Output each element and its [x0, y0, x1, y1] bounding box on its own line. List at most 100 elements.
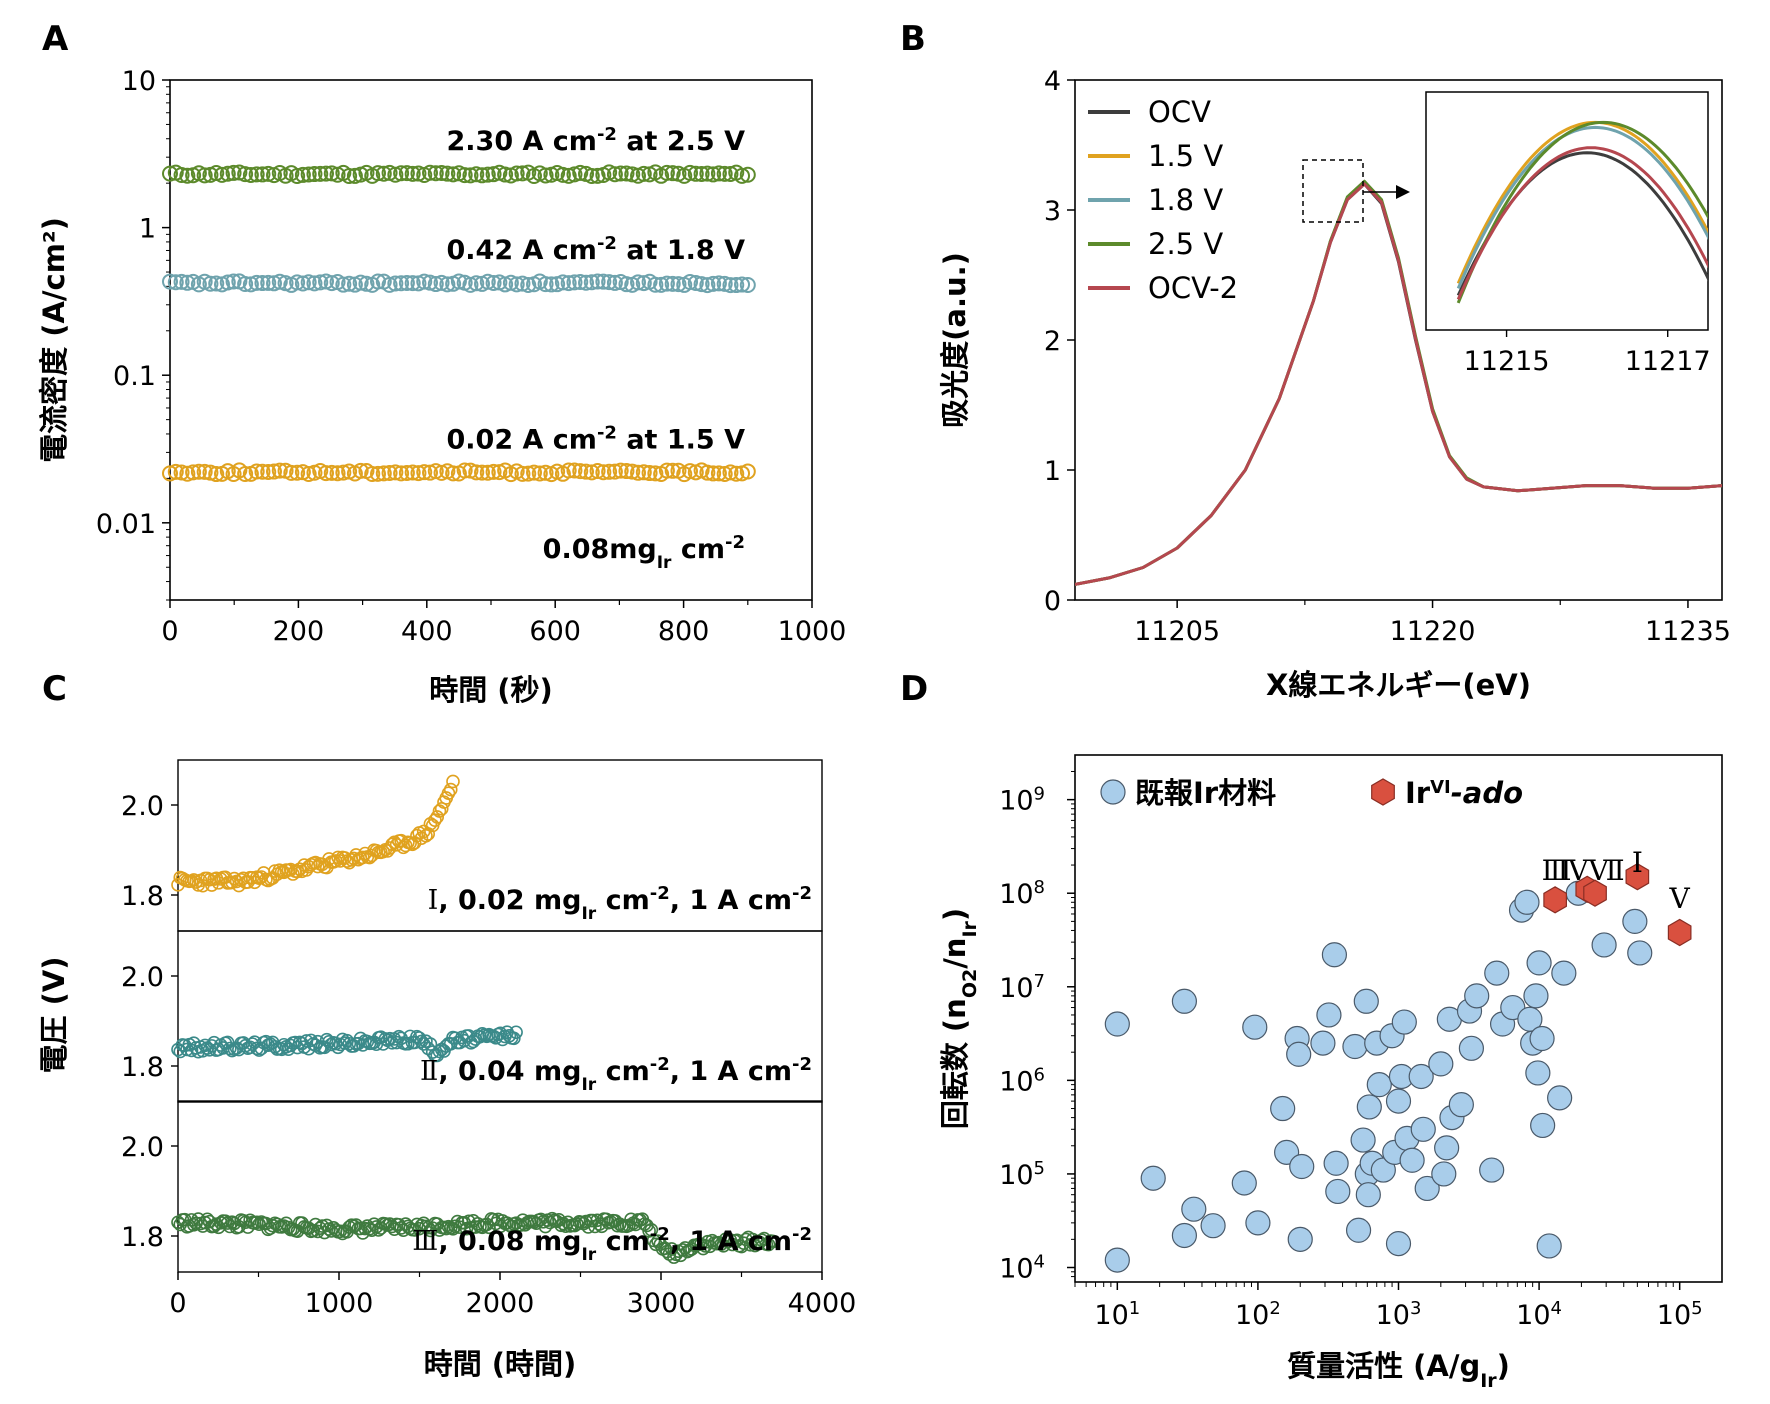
data-point-literature — [1448, 1092, 1474, 1118]
data-point-a — [283, 464, 300, 481]
y-tick-label-a: 0.01 — [96, 509, 156, 540]
data-point-a — [618, 463, 635, 480]
data-point-literature — [1323, 1150, 1349, 1176]
y-axis-label-a: 電流密度 (A/cm²) — [37, 217, 71, 463]
data-point-a — [260, 165, 277, 182]
data-point-a — [682, 273, 699, 290]
data-point-a — [572, 274, 589, 291]
data-point-a — [364, 465, 381, 482]
data-point-literature — [1287, 1226, 1313, 1252]
data-point-a — [341, 168, 358, 185]
data-point-a — [173, 464, 190, 481]
data-point-a — [606, 166, 623, 183]
data-point-a — [445, 166, 462, 183]
x-tick-label-d: 102 — [1235, 1298, 1281, 1332]
data-point-a — [722, 277, 739, 294]
data-point-c — [421, 827, 435, 841]
data-point-a — [606, 463, 623, 480]
data-point-a — [393, 465, 410, 482]
data-point-literature — [1464, 983, 1490, 1009]
data-point-a — [208, 466, 225, 483]
data-point-c — [419, 828, 433, 843]
data-point-a — [370, 165, 387, 182]
data-point-a — [173, 273, 190, 290]
data-point-a — [497, 166, 514, 183]
data-point-a — [248, 166, 265, 183]
data-point-a — [722, 464, 739, 481]
data-point-c — [459, 1221, 474, 1236]
data-point-a — [572, 164, 589, 181]
x-tick-label-d: 104 — [1516, 1298, 1562, 1332]
data-point-a — [520, 277, 537, 294]
data-point-literature — [1345, 1217, 1372, 1243]
data-point-a — [479, 273, 496, 290]
data-point-c — [507, 1031, 521, 1046]
series-c — [171, 774, 460, 893]
data-point-a — [739, 277, 756, 294]
data-point-a — [687, 165, 704, 182]
data-point-a — [422, 164, 439, 181]
data-point-literature — [1171, 1222, 1197, 1249]
data-point-c — [342, 855, 357, 870]
data-point-literature — [1526, 950, 1552, 976]
data-point-c — [441, 786, 456, 800]
data-point-literature — [1385, 1088, 1412, 1114]
data-point-a — [485, 274, 502, 291]
data-point-a — [254, 463, 271, 480]
data-point-a — [300, 465, 317, 482]
data-point-a — [624, 463, 641, 480]
data-point-literature — [1410, 1116, 1436, 1142]
data-point-a — [682, 463, 699, 480]
data-point-a — [370, 273, 387, 290]
y-tick-label-d: 109 — [999, 783, 1045, 817]
data-point-literature — [1530, 1112, 1556, 1139]
data-point-a — [537, 464, 554, 481]
data-point-a — [705, 275, 722, 292]
data-point-literature — [1104, 1247, 1130, 1273]
data-point-a — [658, 462, 675, 479]
data-point-a — [306, 166, 323, 183]
x-tick-label-d: 103 — [1376, 1298, 1422, 1332]
data-point-literature — [1270, 1095, 1296, 1122]
data-point-a — [416, 464, 433, 481]
data-point-literature — [1355, 1182, 1381, 1208]
data-point-literature — [1140, 1165, 1166, 1191]
y-tick-label-b: 3 — [1044, 196, 1061, 227]
data-point-a — [635, 165, 652, 182]
data-point-a — [196, 463, 213, 480]
y-tick-label-b: 0 — [1044, 586, 1061, 617]
data-point-a — [352, 462, 369, 479]
data-point-a — [647, 465, 664, 482]
data-point-irvi-ado — [1625, 863, 1650, 891]
y-tick-label-c: 1.8 — [121, 881, 164, 912]
data-point-c — [376, 844, 390, 859]
data-point-a — [237, 166, 254, 183]
inset-series-line-b — [1456, 146, 1708, 301]
point-label-d: Ⅴ — [1669, 882, 1691, 915]
data-point-a — [404, 275, 421, 292]
data-point-a — [162, 165, 178, 182]
legend-label-literature: 既報Ir材料 — [1135, 776, 1276, 810]
zoom-box-b — [1302, 159, 1364, 223]
data-point-literature — [1479, 1157, 1505, 1183]
data-point-a — [422, 274, 439, 291]
data-point-a — [624, 166, 641, 183]
inset-x-tick-label-b: 11217 — [1625, 346, 1711, 377]
data-point-a — [162, 273, 178, 290]
data-point-c — [430, 810, 445, 824]
data-point-a — [514, 465, 531, 482]
inset-x-tick-label-b: 11215 — [1464, 346, 1550, 377]
data-point-a — [705, 465, 722, 482]
panel-a: 0 200 400 600 800 1000 10 1 0.1 0.01 時間 (秒) 電流密度 (A… — [37, 66, 846, 707]
data-point-a — [589, 462, 606, 479]
data-point-c — [651, 1234, 665, 1248]
y-tick-label-d: 107 — [999, 970, 1045, 1004]
data-point-a — [728, 465, 745, 482]
data-point-a — [196, 167, 213, 184]
data-point-c — [489, 1030, 503, 1045]
data-point-a — [722, 165, 739, 182]
data-point-literature — [1414, 1175, 1440, 1202]
x-tick-label-c: 4000 — [788, 1288, 857, 1319]
data-point-c — [265, 871, 280, 885]
x-tick-label-a: 600 — [529, 616, 581, 647]
